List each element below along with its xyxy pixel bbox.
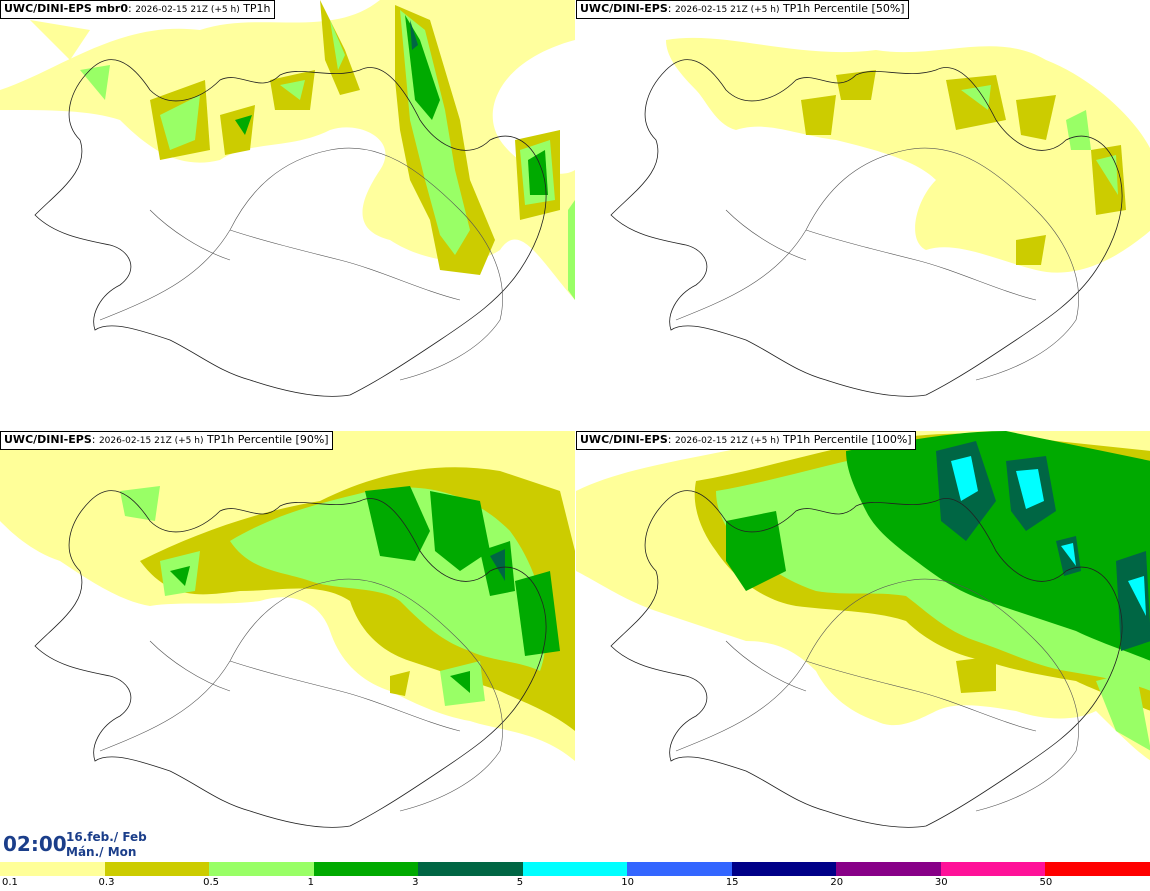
map-panel-mbr0: UWC/DINI-EPS mbr0: 2026-02-15 21Z (+5 h)… xyxy=(0,0,575,430)
valid-time: 02:00 xyxy=(3,832,67,856)
run-time: 2026-02-15 21Z (+5 h) xyxy=(98,436,204,446)
color-legend-labels: 0.1 0.3 0.5 1 3 5 10 15 20 30 50 xyxy=(0,877,1150,891)
legend-label: 30 xyxy=(934,877,948,888)
valid-date: 16.feb./ Feb Mán./ Mon xyxy=(66,830,147,860)
map-panel-p100: UWC/DINI-EPS: 2026-02-15 21Z (+5 h) TP1h… xyxy=(576,431,1150,861)
legend-swatch xyxy=(418,862,523,876)
roads xyxy=(99,147,503,381)
run-time: 2026-02-15 21Z (+5 h) xyxy=(674,436,780,446)
legend-swatch xyxy=(313,862,419,876)
coastline xyxy=(610,490,1123,828)
field-name: TP1h xyxy=(243,2,271,15)
precip-map xyxy=(0,431,575,828)
legend-swatch xyxy=(836,862,941,876)
legend-label: 20 xyxy=(830,877,844,888)
legend-label: 0.1 xyxy=(2,877,18,888)
field-name: TP1h Percentile [90%] xyxy=(206,433,329,446)
run-time: 2026-02-15 21Z (+5 h) xyxy=(674,5,780,15)
coastline xyxy=(34,490,547,828)
legend-swatch xyxy=(940,862,1046,876)
model-name: UWC/DINI-EPS xyxy=(580,433,668,446)
legend-label: 0.3 xyxy=(98,877,115,888)
precip-fields xyxy=(576,431,1150,761)
map-panel-p50: UWC/DINI-EPS: 2026-02-15 21Z (+5 h) TP1h… xyxy=(576,0,1150,430)
map-panel-p90: UWC/DINI-EPS: 2026-02-15 21Z (+5 h) TP1h… xyxy=(0,431,575,861)
legend-swatch xyxy=(0,862,105,876)
roads xyxy=(675,578,1079,812)
legend-label: 50 xyxy=(1039,877,1053,888)
coastline xyxy=(34,59,547,397)
legend-label: 15 xyxy=(725,877,739,888)
valid-date-line1: 16.feb./ Feb xyxy=(66,830,147,844)
run-time: 2026-02-15 21Z (+5 h) xyxy=(135,5,240,15)
model-name: UWC/DINI-EPS mbr0 xyxy=(4,2,128,15)
legend-swatch xyxy=(209,862,314,876)
precip-map xyxy=(610,37,1150,397)
panel-title: UWC/DINI-EPS: 2026-02-15 21Z (+5 h) TP1h… xyxy=(576,0,909,19)
precip-map xyxy=(0,0,575,397)
panel-title: UWC/DINI-EPS mbr0: 2026-02-15 21Z (+5 h)… xyxy=(0,0,275,19)
roads xyxy=(99,578,503,812)
legend-label: 5 xyxy=(516,877,524,888)
color-legend xyxy=(0,862,1150,876)
precip-fields xyxy=(0,431,575,761)
roads xyxy=(675,147,1079,381)
coastline xyxy=(610,59,1123,397)
legend-swatch xyxy=(1045,862,1150,876)
legend-label: 1 xyxy=(307,877,314,888)
legend-label: 3 xyxy=(412,877,419,888)
legend-swatch xyxy=(104,862,210,876)
valid-date-line2: Mán./ Mon xyxy=(66,845,137,859)
panel-title: UWC/DINI-EPS: 2026-02-15 21Z (+5 h) TP1h… xyxy=(0,431,333,450)
precip-fields xyxy=(0,0,575,300)
legend-label: 0.5 xyxy=(203,877,219,888)
precip-map xyxy=(576,431,1150,828)
field-name: TP1h Percentile [50%] xyxy=(782,2,905,15)
field-name: TP1h Percentile [100%] xyxy=(782,433,912,446)
panel-title: UWC/DINI-EPS: 2026-02-15 21Z (+5 h) TP1h… xyxy=(576,431,916,450)
legend-swatch xyxy=(522,862,628,876)
model-name: UWC/DINI-EPS xyxy=(580,2,668,15)
legend-swatch xyxy=(731,862,837,876)
legend-swatch xyxy=(627,862,732,876)
precip-fields xyxy=(666,37,1150,273)
model-name: UWC/DINI-EPS xyxy=(4,433,92,446)
valid-time-box: 02:00 16.feb./ Feb Mán./ Mon xyxy=(0,826,160,862)
legend-label: 10 xyxy=(621,877,634,888)
